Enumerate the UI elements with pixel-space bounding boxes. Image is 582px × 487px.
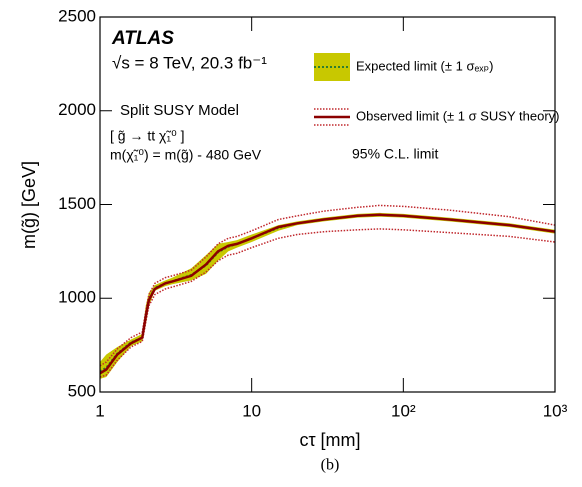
y-tick-label: 1500 [58, 194, 96, 213]
chart-title: ATLAS [111, 28, 174, 49]
theory-band-line [100, 204, 555, 367]
y-axis-label: m(g̃) [GeV] [19, 161, 39, 249]
y-tick-label: 1000 [58, 288, 96, 307]
annotation: [ g̃ → tt χ̃₁⁰ ] [110, 128, 184, 144]
observed-line [100, 213, 555, 375]
x-tick-label: 10² [391, 401, 416, 420]
y-tick-label: 2500 [58, 6, 96, 25]
annotation: Split SUSY Model [120, 102, 239, 119]
annotation: 95% C.L. limit [352, 146, 438, 162]
x-tick-label: 1 [95, 401, 104, 420]
chart-subtitle: √s = 8 TeV, 20.3 fb⁻¹ [112, 53, 267, 72]
y-tick-label: 500 [68, 381, 96, 400]
theory-band-line [100, 228, 555, 378]
x-tick-label: 10 [242, 401, 261, 420]
caption: (b) [321, 457, 340, 474]
expected-band [100, 212, 555, 379]
legend-label: Observed limit (± 1 σ SUSY theory) [356, 108, 559, 123]
x-tick-label: 10³ [543, 401, 568, 420]
y-tick-label: 2000 [58, 100, 96, 119]
expected-line [100, 213, 555, 373]
x-axis-label: cτ [mm] [299, 430, 360, 450]
annotation: m(χ̃₁⁰) = m(g̃) - 480 GeV [110, 147, 262, 163]
legend-label: Expected limit (± 1 σₑₓₚ) [356, 58, 493, 73]
